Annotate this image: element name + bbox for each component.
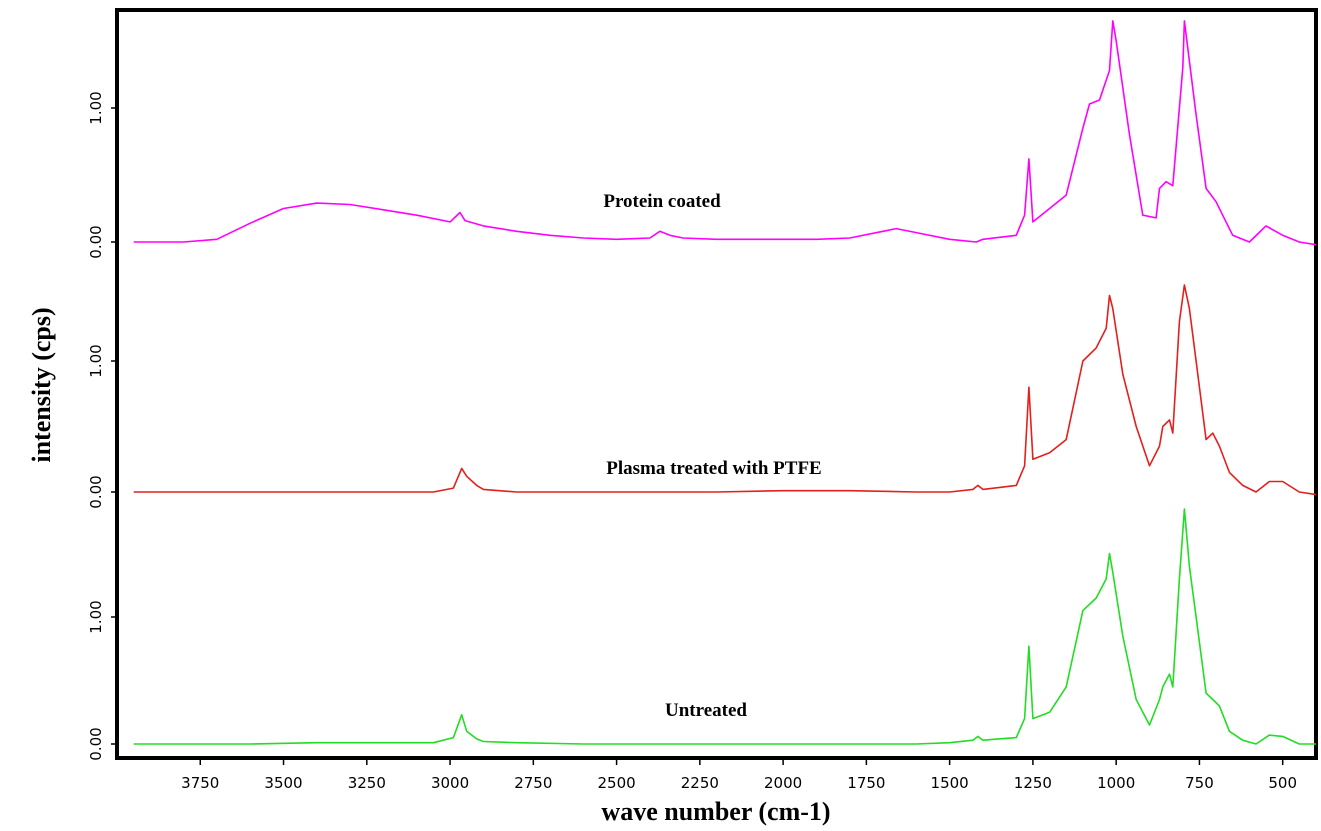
series-line-1 [133, 20, 1317, 246]
x-axis-title: wave number (cm-1) [601, 797, 830, 826]
series-layer [133, 20, 1317, 745]
x-tick-label: 2750 [514, 774, 552, 792]
y-tick-label: 1.00 [87, 344, 105, 377]
y-axis: 0.00 1.00 0.00 1.00 0.00 1.00 [87, 91, 117, 761]
series-line-3 [133, 508, 1316, 745]
x-tick-label: 1750 [847, 774, 885, 792]
x-tick-label: 1250 [1014, 774, 1052, 792]
series-line-2 [133, 284, 1317, 496]
x-tick-label: 2500 [597, 774, 635, 792]
x-tick-label: 1000 [1097, 774, 1135, 792]
x-tick-label: 1500 [931, 774, 969, 792]
y-tick-label: 0.00 [87, 225, 105, 258]
series-label-2: Plasma treated with PTFE [606, 458, 822, 479]
y-tick-label: 1.00 [87, 600, 105, 633]
x-tick-label: 750 [1185, 774, 1214, 792]
series-label-3: Untreated [665, 700, 747, 721]
x-tick-label: 500 [1268, 774, 1297, 792]
x-tick-label: 2250 [681, 774, 719, 792]
plot-area [115, 8, 1318, 760]
x-tick-label: 3250 [348, 774, 386, 792]
x-tick-label: 3000 [431, 774, 469, 792]
x-tick-label: 3750 [181, 774, 219, 792]
x-axis: 3750 3500 3250 3000 2750 2500 2250 2000 1750 1500… [181, 758, 1297, 792]
y-tick-label: 0.00 [87, 727, 105, 760]
series-label-1: Protein coated [603, 191, 721, 212]
y-axis-title: intensity (cps) [27, 307, 56, 462]
plot-frame [115, 8, 1318, 760]
y-tick-label: 0.00 [87, 475, 105, 508]
x-tick-label: 3500 [264, 774, 302, 792]
series-labels: Protein coated Plasma treated with PTFE Un… [603, 191, 821, 721]
y-tick-label: 1.00 [87, 91, 105, 124]
x-tick-label: 2000 [764, 774, 802, 792]
